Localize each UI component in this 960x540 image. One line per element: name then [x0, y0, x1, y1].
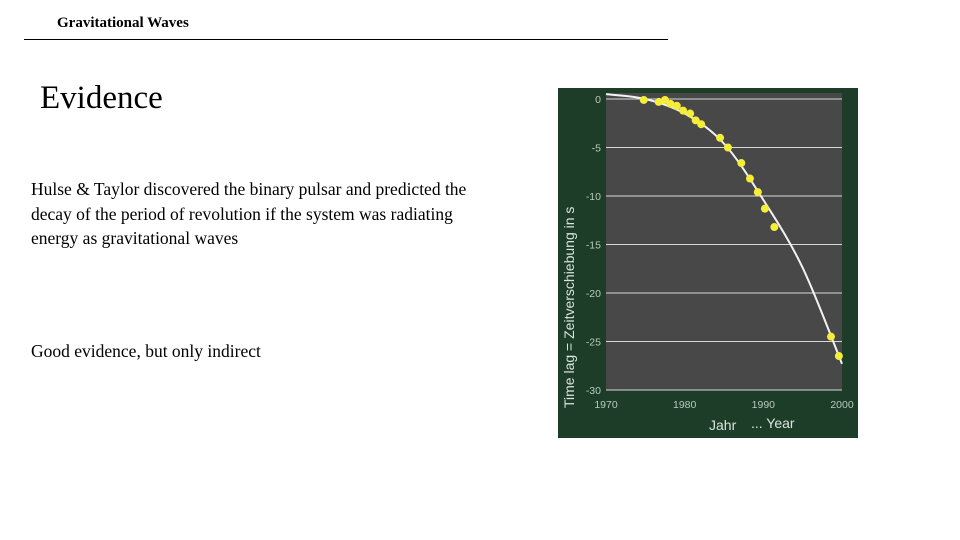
data-point — [737, 159, 746, 168]
slide-title: Evidence — [40, 80, 163, 116]
data-point — [723, 143, 732, 152]
data-point — [672, 101, 681, 110]
y-axis-label: Time lag = Zeitverschiebung in s — [561, 207, 577, 408]
data-point — [770, 223, 779, 232]
data-point — [639, 95, 648, 104]
x-tick-label: 2000 — [830, 399, 854, 411]
body-paragraph-conclusion: Good evidence, but only indirect — [31, 341, 261, 361]
y-tick-label: -10 — [586, 191, 601, 203]
data-point — [686, 109, 695, 118]
data-point — [666, 99, 675, 108]
x-tick-labels: 1970 1980 1990 2000 — [594, 399, 854, 411]
header-divider — [24, 39, 668, 40]
data-points — [639, 95, 843, 361]
x-axis-label-en: ... Year — [751, 415, 795, 431]
pulsar-timing-chart: 0 -5 -10 -15 -20 -25 -30 1970 1980 1990 2000 Time… — [558, 88, 858, 438]
data-point — [679, 106, 688, 115]
y-tick-label: 0 — [595, 94, 601, 106]
y-tick-label: -5 — [592, 143, 601, 155]
data-point — [753, 188, 762, 197]
y-tick-label: -20 — [586, 288, 601, 300]
body-paragraph-discovery: Hulse & Taylor discovered the binary pul… — [31, 179, 467, 248]
data-point — [826, 332, 835, 341]
y-tick-label: -15 — [586, 240, 601, 252]
x-tick-label: 1990 — [752, 399, 776, 411]
header-title: Gravitational Waves — [57, 15, 189, 31]
x-tick-label: 1970 — [594, 399, 618, 411]
x-tick-label: 1980 — [673, 399, 697, 411]
data-point — [760, 204, 769, 213]
data-point — [745, 174, 754, 183]
x-axis-label-de: Jahr — [709, 417, 737, 433]
data-point — [697, 120, 706, 129]
data-point — [834, 352, 843, 361]
data-point — [716, 133, 725, 142]
y-tick-label: -30 — [586, 385, 601, 397]
data-point — [654, 97, 663, 106]
y-tick-label: -25 — [586, 337, 601, 349]
y-tick-labels: 0 -5 -10 -15 -20 -25 -30 — [586, 94, 601, 397]
chart-svg: 0 -5 -10 -15 -20 -25 -30 1970 1980 1990 2000 Time… — [558, 88, 858, 438]
